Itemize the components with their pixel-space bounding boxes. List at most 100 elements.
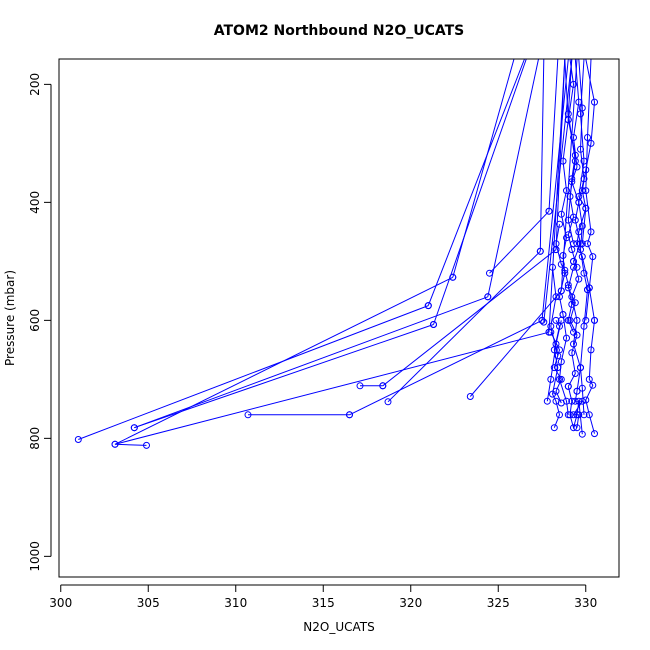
data-point — [570, 424, 577, 432]
series-line — [452, 59, 515, 278]
data-point — [587, 228, 595, 236]
data-point — [466, 393, 474, 400]
data-point — [564, 382, 572, 390]
data-point — [578, 384, 586, 392]
data-point — [571, 397, 579, 405]
data-point — [346, 411, 353, 419]
data-point — [570, 411, 577, 419]
data-point — [585, 284, 593, 292]
data-point — [244, 411, 252, 419]
data-point — [554, 352, 562, 360]
data-point — [578, 430, 586, 438]
y-tick-label: 200 — [28, 73, 42, 96]
data-point — [563, 334, 570, 342]
x-axis-label: N2O_UCATS — [303, 620, 374, 634]
data-point — [486, 269, 493, 277]
x-tick-label: 330 — [574, 596, 597, 610]
data-point — [573, 316, 581, 324]
series-line — [487, 59, 539, 297]
data-point — [570, 80, 577, 88]
data-point — [577, 364, 584, 372]
data-point — [384, 398, 392, 406]
data-point — [578, 240, 586, 248]
data-point — [561, 269, 569, 277]
data-point — [571, 370, 579, 377]
data-point — [573, 387, 581, 395]
data-point — [143, 441, 150, 449]
series-line — [546, 320, 562, 402]
data-point — [547, 322, 555, 330]
data-point — [356, 382, 364, 390]
data-point — [570, 340, 577, 348]
data-point — [557, 210, 565, 218]
x-tick-label: 325 — [487, 596, 510, 610]
data-point — [587, 346, 595, 354]
series-line — [134, 296, 488, 429]
data-point — [543, 397, 551, 405]
series-line — [571, 261, 582, 392]
x-tick-label: 300 — [49, 596, 72, 610]
data-point — [570, 257, 577, 265]
data-point — [577, 110, 584, 118]
data-point — [584, 240, 591, 248]
data-point — [580, 157, 588, 165]
data-point — [557, 316, 565, 324]
data-point — [430, 321, 437, 328]
data-point — [575, 411, 583, 419]
series-line — [548, 59, 559, 212]
data-point — [564, 216, 572, 224]
data-point — [547, 375, 555, 383]
series-line — [558, 59, 569, 315]
data-point — [550, 424, 558, 432]
data-point — [580, 411, 588, 419]
data-point — [556, 375, 563, 383]
series-line — [585, 59, 594, 321]
series-line — [469, 290, 562, 397]
data-point — [552, 316, 560, 324]
x-tick-label: 315 — [312, 596, 335, 610]
data-point — [545, 207, 553, 215]
data-point — [570, 240, 577, 248]
data-point — [564, 411, 572, 419]
data-point — [591, 98, 598, 106]
data-point — [568, 349, 576, 357]
x-tick-label: 320 — [399, 596, 422, 610]
data-point — [563, 234, 570, 242]
data-point — [130, 424, 138, 432]
y-tick-label: 1000 — [28, 541, 42, 572]
series-line — [572, 391, 584, 428]
data-point — [552, 293, 560, 301]
series-line — [489, 210, 550, 274]
data-point — [578, 222, 586, 230]
y-tick-label: 600 — [28, 309, 42, 332]
data-point — [559, 157, 567, 165]
data-point — [557, 358, 565, 366]
series-line — [387, 250, 541, 403]
data-point — [571, 299, 579, 307]
x-tick-label: 310 — [224, 596, 247, 610]
series-line — [349, 319, 543, 416]
data-point — [570, 134, 577, 141]
series-layer — [74, 59, 598, 449]
series-line — [433, 59, 527, 325]
data-point — [585, 411, 593, 419]
data-point — [575, 275, 583, 283]
axes-layer: 300 305 310 315 320 325 330 200 400 600 800 1000 — [28, 73, 597, 610]
x-tick-label: 305 — [137, 596, 160, 610]
data-point — [589, 381, 597, 389]
data-point — [564, 284, 572, 292]
data-point — [582, 204, 590, 212]
series-line — [558, 314, 569, 415]
data-point — [591, 316, 598, 324]
data-point — [379, 382, 387, 390]
data-point — [589, 253, 597, 261]
series-line — [382, 249, 557, 387]
data-point — [584, 286, 591, 294]
data-point — [585, 375, 593, 383]
series-line — [578, 59, 587, 244]
chart-title: ATOM2 Northbound N2O_UCATS — [214, 23, 465, 39]
data-point — [552, 397, 560, 405]
data-point — [552, 340, 560, 348]
data-point — [573, 331, 581, 339]
series-line — [427, 59, 525, 306]
